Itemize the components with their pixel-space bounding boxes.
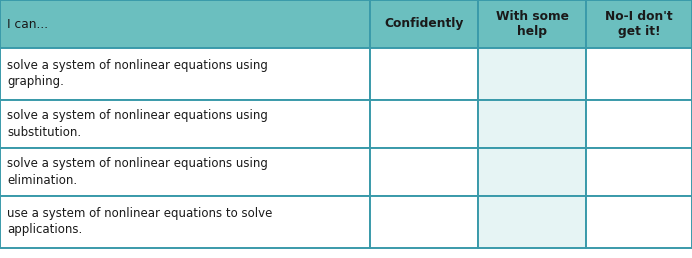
Bar — [0, 148, 370, 196]
Bar — [370, 148, 478, 196]
Bar — [478, 100, 586, 148]
Bar — [370, 0, 478, 48]
Text: solve a system of nonlinear equations using
elimination.: solve a system of nonlinear equations us… — [7, 157, 268, 187]
Bar — [478, 0, 586, 48]
Bar — [478, 196, 586, 248]
Text: use a system of nonlinear equations to solve
applications.: use a system of nonlinear equations to s… — [7, 207, 273, 237]
Text: I can...: I can... — [7, 18, 48, 30]
Text: solve a system of nonlinear equations using
graphing.: solve a system of nonlinear equations us… — [7, 60, 268, 88]
Bar — [0, 0, 370, 48]
Bar — [586, 0, 692, 48]
Bar — [370, 100, 478, 148]
Bar — [478, 148, 586, 196]
Bar — [586, 196, 692, 248]
Bar — [586, 48, 692, 100]
Bar — [0, 100, 370, 148]
Bar — [370, 196, 478, 248]
Text: Confidently: Confidently — [384, 18, 464, 30]
Bar — [0, 48, 370, 100]
Bar — [478, 48, 586, 100]
Text: No-I don't
get it!: No-I don't get it! — [606, 10, 673, 38]
Bar — [370, 48, 478, 100]
Bar — [0, 196, 370, 248]
Text: With some
help: With some help — [495, 10, 569, 38]
Text: solve a system of nonlinear equations using
substitution.: solve a system of nonlinear equations us… — [7, 109, 268, 139]
Bar — [586, 148, 692, 196]
Bar — [586, 100, 692, 148]
